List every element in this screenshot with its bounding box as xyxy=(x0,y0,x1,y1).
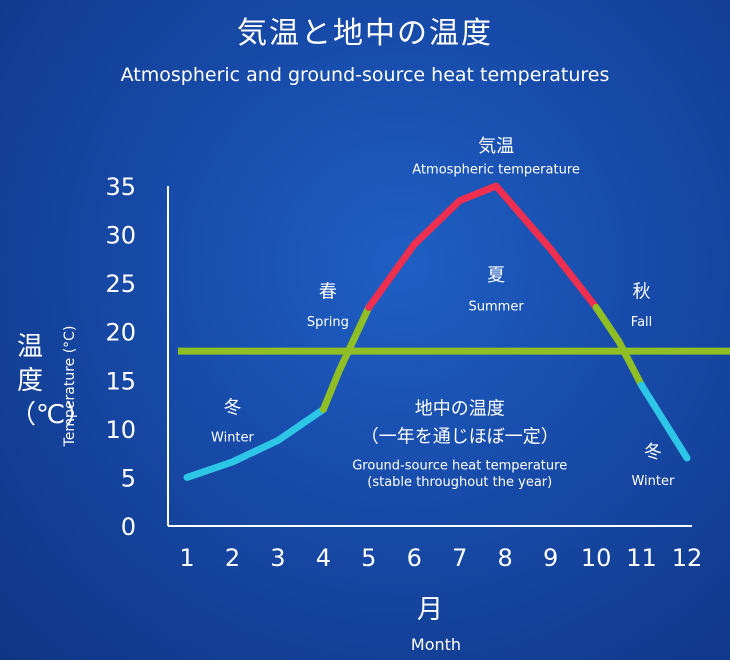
annotation-winter1-jp: 冬 xyxy=(223,397,241,418)
atmospheric-line-winter xyxy=(183,405,327,481)
annotation-fall-en: Fall xyxy=(631,315,652,330)
y-tick-label: 15 xyxy=(105,367,136,395)
annotation-fall-jp: 秋 xyxy=(633,282,651,303)
x-tick-label: 9 xyxy=(543,544,558,572)
x-tick-label: 4 xyxy=(316,544,331,572)
annotation-summer-jp: 夏 xyxy=(487,265,505,286)
y-tick-labels: 0 5 10 15 20 25 30 35 xyxy=(105,173,136,541)
annotation-ground-jp1: 地中の温度 xyxy=(415,398,505,419)
chart-title: 気温と地中の温度 xyxy=(237,16,493,51)
x-tick-label: 1 xyxy=(179,544,194,572)
annotation-winter1-en: Winter xyxy=(211,430,255,445)
x-tick-label: 11 xyxy=(626,544,657,572)
x-tick-label: 5 xyxy=(361,544,376,572)
x-axis-label-en: Month xyxy=(411,635,461,654)
y-tick-label: 35 xyxy=(105,173,136,201)
y-tick-label: 20 xyxy=(105,319,136,347)
annotation-atm-jp: 気温 xyxy=(478,136,514,157)
x-tick-label: 6 xyxy=(407,544,422,572)
atmospheric-line-spring xyxy=(319,303,373,413)
annotation-spring-jp: 春 xyxy=(319,282,337,303)
annotation-ground-en2: (stable throughout the year) xyxy=(367,475,552,490)
series-lines xyxy=(177,182,730,481)
annotation-spring-en: Spring xyxy=(307,315,349,330)
x-tick-label: 2 xyxy=(225,544,240,572)
atmospheric-line-fall xyxy=(592,303,645,389)
chart-subtitle: Atmospheric and ground-source heat tempe… xyxy=(120,64,610,86)
atmospheric-line-winter xyxy=(638,381,691,462)
annotation-atm-en: Atmospheric temperature xyxy=(412,162,580,177)
atmospheric-line-summer xyxy=(365,182,600,311)
x-axis-label-jp: 月 xyxy=(417,595,443,625)
x-tick-label: 10 xyxy=(581,544,612,572)
y-tick-label: 5 xyxy=(121,464,136,492)
y-tick-label: 25 xyxy=(105,270,136,298)
x-tick-label: 8 xyxy=(498,544,513,572)
annotation-winter2-jp: 冬 xyxy=(644,442,662,463)
y-tick-label: 30 xyxy=(105,222,136,250)
annotations: 気温 Atmospheric temperature 春 Spring 夏 Summer 秋… xyxy=(211,136,675,490)
y-tick-label: 0 xyxy=(121,513,136,541)
y-tick-label: 10 xyxy=(105,416,136,444)
annotation-ground-jp2: （一年を通じほぼ一定） xyxy=(361,426,559,447)
annotation-ground-en1: Ground-source heat temperature xyxy=(352,459,567,474)
annotation-summer-en: Summer xyxy=(469,299,525,314)
x-tick-label: 12 xyxy=(672,544,703,572)
x-tick-label: 3 xyxy=(270,544,285,572)
x-tick-labels: 1 2 3 4 5 6 7 8 9 10 11 12 xyxy=(179,544,702,572)
x-tick-label: 7 xyxy=(452,544,467,572)
annotation-winter2-en: Winter xyxy=(631,474,675,489)
